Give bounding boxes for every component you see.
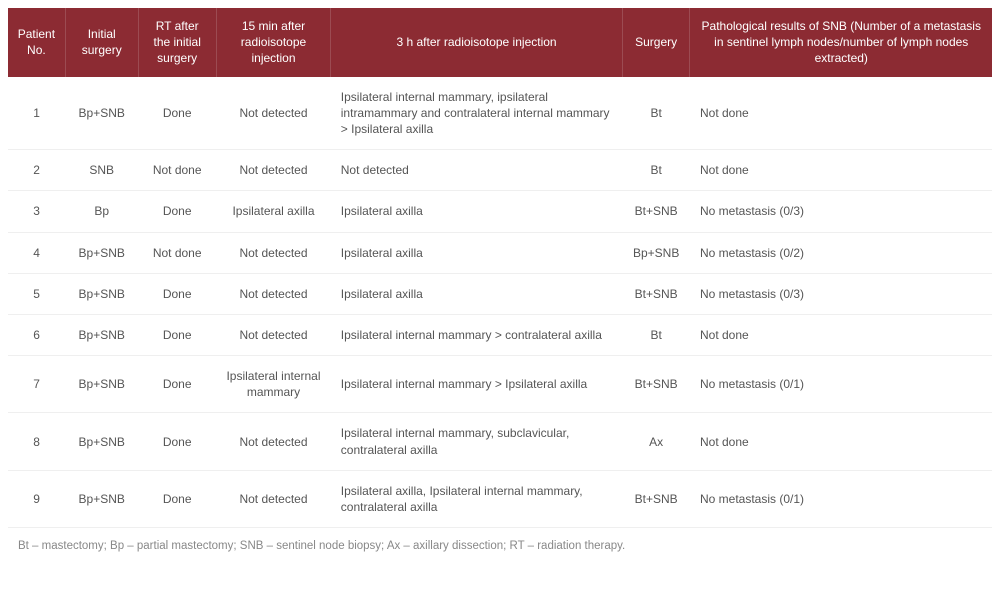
table-cell: Not detected: [216, 232, 331, 273]
table-cell: 4: [8, 232, 65, 273]
table-cell: Done: [138, 356, 216, 413]
table-cell: Not detected: [216, 470, 331, 527]
table-cell: Bp+SNB: [65, 470, 138, 527]
table-cell: Done: [138, 191, 216, 232]
table-header: Patient No. Initial surgery RT after the…: [8, 8, 992, 77]
table-cell: Ipsilateral axilla: [216, 191, 331, 232]
table-cell: Bt: [622, 150, 690, 191]
table-cell: Bp+SNB: [65, 77, 138, 150]
table-cell: No metastasis (0/1): [690, 356, 992, 413]
table-cell: 6: [8, 314, 65, 355]
table-cell: Bp: [65, 191, 138, 232]
table-cell: Not detected: [216, 150, 331, 191]
table-row: 1Bp+SNBDoneNot detectedIpsilateral inter…: [8, 77, 992, 150]
col-header: Surgery: [622, 8, 690, 77]
table-row: 4Bp+SNBNot doneNot detectedIpsilateral a…: [8, 232, 992, 273]
table-cell: 9: [8, 470, 65, 527]
table-row: 2SNBNot doneNot detectedNot detectedBtNo…: [8, 150, 992, 191]
table-row: 8Bp+SNBDoneNot detectedIpsilateral inter…: [8, 413, 992, 470]
table-cell: Bt: [622, 314, 690, 355]
table-row: 9Bp+SNBDoneNot detectedIpsilateral axill…: [8, 470, 992, 527]
table-cell: Ax: [622, 413, 690, 470]
col-header: Initial surgery: [65, 8, 138, 77]
table-row: 7Bp+SNBDoneIpsilateral internal mammaryI…: [8, 356, 992, 413]
table-cell: Bt+SNB: [622, 356, 690, 413]
table-cell: Not detected: [216, 77, 331, 150]
col-header: Pathological results of SNB (Number of a…: [690, 8, 992, 77]
table-cell: Ipsilateral axilla, Ipsilateral internal…: [331, 470, 623, 527]
table-cell: 8: [8, 413, 65, 470]
table-cell: Bt+SNB: [622, 191, 690, 232]
table-cell: Done: [138, 413, 216, 470]
table-row: 6Bp+SNBDoneNot detectedIpsilateral inter…: [8, 314, 992, 355]
table-cell: SNB: [65, 150, 138, 191]
table-footnote: Bt – mastectomy; Bp – partial mastectomy…: [8, 528, 992, 563]
col-header: 3 h after radioisotope injection: [331, 8, 623, 77]
table-cell: 1: [8, 77, 65, 150]
table-cell: Not done: [690, 314, 992, 355]
table-cell: Done: [138, 314, 216, 355]
table-cell: Bt+SNB: [622, 470, 690, 527]
table-cell: Not detected: [331, 150, 623, 191]
table-cell: Bp+SNB: [65, 413, 138, 470]
table-cell: Not done: [690, 150, 992, 191]
table-cell: Ipsilateral axilla: [331, 273, 623, 314]
table-cell: 5: [8, 273, 65, 314]
table-cell: Not detected: [216, 314, 331, 355]
table-cell: Ipsilateral internal mammary, ipsilatera…: [331, 77, 623, 150]
table-cell: 2: [8, 150, 65, 191]
table-cell: Ipsilateral internal mammary, subclavicu…: [331, 413, 623, 470]
table-cell: Bp+SNB: [65, 273, 138, 314]
table-cell: Bt: [622, 77, 690, 150]
table-cell: Not done: [690, 77, 992, 150]
table-cell: Bp+SNB: [65, 232, 138, 273]
table-cell: Done: [138, 470, 216, 527]
table-cell: Ipsilateral axilla: [331, 191, 623, 232]
table-cell: 3: [8, 191, 65, 232]
table-cell: Not detected: [216, 273, 331, 314]
col-header: 15 min after radioisotope injection: [216, 8, 331, 77]
table-cell: Bp+SNB: [65, 314, 138, 355]
table-cell: Ipsilateral internal mammary > contralat…: [331, 314, 623, 355]
table-cell: Bp+SNB: [622, 232, 690, 273]
table-cell: Not done: [138, 232, 216, 273]
table-cell: No metastasis (0/3): [690, 191, 992, 232]
table-cell: No metastasis (0/3): [690, 273, 992, 314]
table-cell: Ipsilateral axilla: [331, 232, 623, 273]
table-cell: Ipsilateral internal mammary: [216, 356, 331, 413]
table-cell: Done: [138, 77, 216, 150]
table-cell: Bp+SNB: [65, 356, 138, 413]
table-cell: Ipsilateral internal mammary > Ipsilater…: [331, 356, 623, 413]
table-cell: Bt+SNB: [622, 273, 690, 314]
table-cell: Not detected: [216, 413, 331, 470]
clinical-table: Patient No. Initial surgery RT after the…: [8, 8, 992, 562]
col-header: RT after the initial surgery: [138, 8, 216, 77]
table-cell: Not done: [690, 413, 992, 470]
table-row: 5Bp+SNBDoneNot detectedIpsilateral axill…: [8, 273, 992, 314]
table-cell: Not done: [138, 150, 216, 191]
table-cell: 7: [8, 356, 65, 413]
table-body: 1Bp+SNBDoneNot detectedIpsilateral inter…: [8, 77, 992, 528]
table-row: 3BpDoneIpsilateral axillaIpsilateral axi…: [8, 191, 992, 232]
table-cell: No metastasis (0/1): [690, 470, 992, 527]
table-cell: Done: [138, 273, 216, 314]
table-cell: No metastasis (0/2): [690, 232, 992, 273]
col-header: Patient No.: [8, 8, 65, 77]
